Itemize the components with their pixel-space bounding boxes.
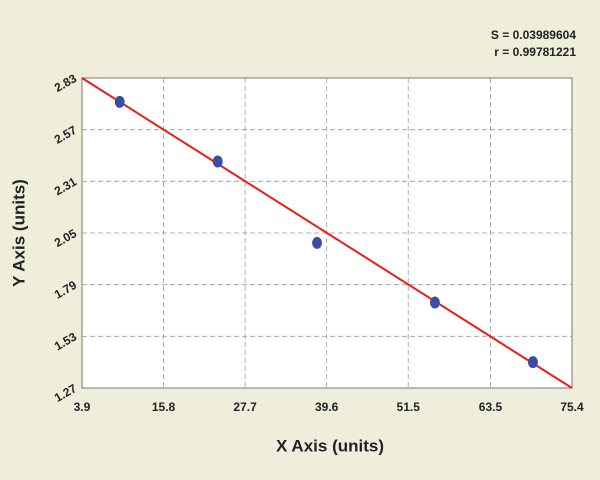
x-tick-label: 63.5 <box>479 400 503 414</box>
x-tick-label: 39.6 <box>315 400 339 414</box>
y-axis-label: Y Axis (units) <box>9 179 28 287</box>
data-point <box>429 296 440 309</box>
annotation: r = 0.99781221 <box>494 45 576 59</box>
x-tick-label: 75.4 <box>560 400 584 414</box>
x-tick-label: 51.5 <box>397 400 421 414</box>
x-tick-label: 27.7 <box>233 400 257 414</box>
annotation: S = 0.03989604 <box>491 28 576 42</box>
data-point <box>212 155 223 168</box>
data-point <box>114 95 125 108</box>
x-tick-label: 3.9 <box>74 400 91 414</box>
x-axis-label: X Axis (units) <box>276 436 384 455</box>
fit-line <box>81 77 573 389</box>
data-point <box>527 356 538 369</box>
x-tick-label: 15.8 <box>152 400 176 414</box>
data-point <box>312 236 323 249</box>
